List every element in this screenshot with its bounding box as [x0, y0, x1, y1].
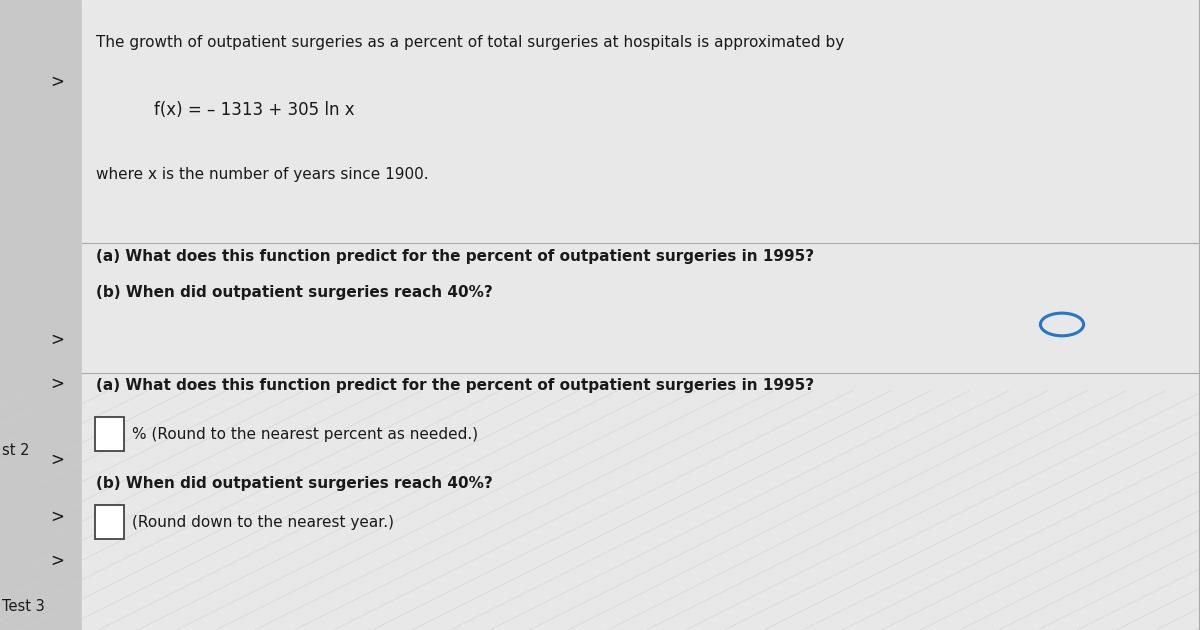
Text: (b) When did outpatient surgeries reach 40%?: (b) When did outpatient surgeries reach … [96, 476, 493, 491]
Text: st 2: st 2 [2, 443, 30, 458]
Text: The growth of outpatient surgeries as a percent of total surgeries at hospitals : The growth of outpatient surgeries as a … [96, 35, 845, 50]
Text: >: > [50, 73, 65, 91]
Text: >: > [50, 552, 65, 570]
Text: (a) What does this function predict for the percent of outpatient surgeries in 1: (a) What does this function predict for … [96, 378, 814, 393]
Text: >: > [50, 331, 65, 349]
Text: % (Round to the nearest percent as needed.): % (Round to the nearest percent as neede… [132, 427, 478, 442]
Text: >: > [50, 508, 65, 525]
Text: f(x) = – 1313 + 305 ln x: f(x) = – 1313 + 305 ln x [154, 101, 354, 119]
Text: (a) What does this function predict for the percent of outpatient surgeries in 1: (a) What does this function predict for … [96, 249, 814, 264]
Text: Test 3: Test 3 [2, 598, 46, 614]
Text: >: > [50, 451, 65, 469]
Text: (b) When did outpatient surgeries reach 40%?: (b) When did outpatient surgeries reach … [96, 285, 493, 300]
Text: >: > [50, 375, 65, 393]
FancyBboxPatch shape [95, 505, 124, 539]
Text: where x is the number of years since 1900.: where x is the number of years since 190… [96, 167, 428, 182]
FancyBboxPatch shape [95, 417, 124, 451]
Text: (Round down to the nearest year.): (Round down to the nearest year.) [132, 515, 394, 530]
